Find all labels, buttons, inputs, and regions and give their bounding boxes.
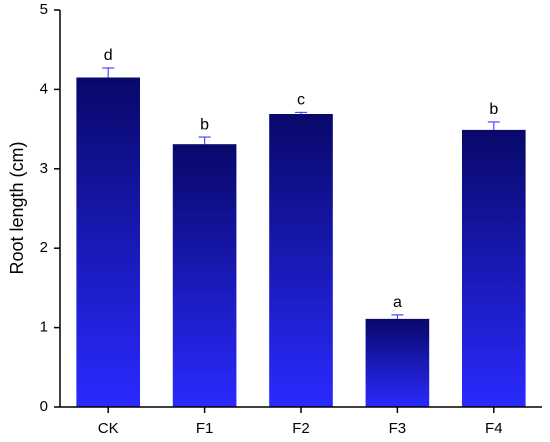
bar [365, 318, 430, 407]
y-tick-label: 1 [40, 319, 48, 336]
y-tick-label: 0 [40, 398, 48, 415]
bar [269, 114, 333, 407]
significance-label: c [297, 92, 305, 109]
significance-label: d [104, 47, 113, 64]
bar [76, 77, 141, 408]
bar [461, 129, 526, 408]
y-tick-label: 4 [40, 80, 48, 97]
x-tick-label: F3 [389, 420, 407, 437]
x-tick-label: F2 [292, 420, 310, 437]
x-tick-label: CK [98, 420, 119, 437]
y-tick-label: 3 [40, 160, 48, 177]
bar [172, 144, 237, 407]
y-tick-label: 5 [40, 1, 48, 18]
significance-label: b [489, 101, 498, 118]
y-axis-label: Root length (cm) [7, 141, 27, 274]
x-tick-label: F1 [196, 420, 214, 437]
significance-label: b [200, 116, 209, 133]
y-tick-label: 2 [40, 239, 48, 256]
x-tick-label: F4 [485, 420, 503, 437]
significance-label: a [393, 294, 402, 311]
